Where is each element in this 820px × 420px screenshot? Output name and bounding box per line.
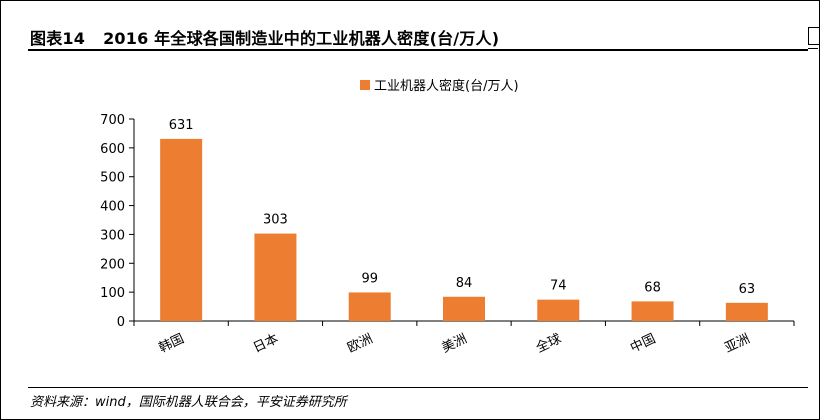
data-label: 84	[456, 276, 473, 291]
source-rule	[28, 387, 808, 388]
corner-box	[808, 27, 819, 45]
data-label: 303	[263, 213, 288, 228]
figure-number: 图表14	[30, 29, 86, 48]
data-label: 63	[739, 282, 756, 297]
category-label: 中国	[628, 332, 658, 357]
figure-title-text: 2016 年全球各国制造业中的工业机器人密度(台/万人)	[103, 29, 500, 48]
category-label: 亚洲	[722, 332, 752, 357]
legend-label: 工业机器人密度(台/万人)	[374, 78, 519, 94]
bar	[160, 138, 203, 321]
bar	[443, 296, 485, 321]
category-label: 欧洲	[345, 332, 375, 357]
data-label: 68	[644, 280, 661, 295]
category-label: 全球	[533, 331, 563, 356]
y-tick-label: 600	[100, 142, 125, 157]
bar	[348, 292, 391, 321]
bar	[725, 302, 768, 321]
chart-legend: 工业机器人密度(台/万人)	[360, 78, 519, 94]
bar	[537, 299, 580, 321]
y-tick-label: 400	[100, 200, 125, 215]
corner-mark	[808, 48, 818, 49]
y-tick-label: 300	[100, 228, 125, 243]
bar	[254, 233, 297, 321]
data-label: 74	[550, 279, 567, 294]
y-tick-label: 700	[100, 113, 125, 128]
figure-title: 图表14 2016 年全球各国制造业中的工业机器人密度(台/万人)	[30, 25, 499, 49]
category-label: 美洲	[440, 332, 470, 357]
bar	[631, 301, 674, 321]
category-label: 韩国	[157, 332, 187, 357]
y-tick-label: 100	[100, 286, 125, 301]
source-note: 资料来源：wind，国际机器人联合会，平安证券研究所	[30, 395, 347, 410]
y-tick-label: 200	[100, 257, 125, 272]
chart-bars	[160, 138, 768, 321]
category-label: 日本	[251, 332, 281, 357]
legend-swatch	[360, 80, 370, 90]
y-tick-label: 0	[117, 315, 125, 330]
y-tick-label: 500	[100, 171, 125, 186]
data-label: 631	[169, 118, 194, 133]
chart-axes	[129, 118, 795, 326]
data-label: 99	[361, 271, 378, 286]
title-rule	[28, 49, 808, 51]
